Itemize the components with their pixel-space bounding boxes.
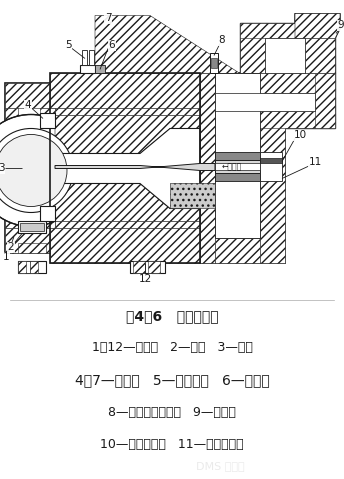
Text: 10—高温计测孔   11—芯模加热器: 10—高温计测孔 11—芯模加热器 bbox=[100, 438, 244, 451]
Polygon shape bbox=[295, 13, 340, 38]
Polygon shape bbox=[240, 23, 265, 73]
Bar bbox=[89, 50, 94, 66]
Bar bbox=[18, 262, 26, 274]
Text: 2: 2 bbox=[8, 242, 14, 252]
Bar bbox=[265, 38, 305, 73]
Polygon shape bbox=[240, 23, 335, 73]
Polygon shape bbox=[215, 160, 260, 173]
Bar bbox=[80, 66, 95, 73]
Polygon shape bbox=[215, 73, 335, 128]
Circle shape bbox=[0, 128, 73, 213]
Text: 4: 4 bbox=[25, 101, 31, 111]
Polygon shape bbox=[50, 73, 200, 108]
Bar bbox=[260, 159, 282, 163]
Bar bbox=[40, 206, 55, 221]
Polygon shape bbox=[305, 23, 335, 73]
Circle shape bbox=[0, 135, 67, 206]
Polygon shape bbox=[5, 108, 18, 228]
Polygon shape bbox=[95, 15, 240, 73]
Bar bbox=[210, 54, 218, 73]
Text: DMS 塑料网: DMS 塑料网 bbox=[196, 461, 244, 471]
Bar bbox=[215, 152, 260, 160]
Polygon shape bbox=[315, 73, 335, 128]
Text: 3: 3 bbox=[0, 163, 4, 173]
Bar bbox=[148, 262, 160, 274]
Polygon shape bbox=[200, 73, 215, 263]
Polygon shape bbox=[5, 228, 55, 253]
Text: 7: 7 bbox=[105, 13, 111, 23]
Bar bbox=[20, 224, 44, 231]
Bar bbox=[30, 262, 38, 274]
Polygon shape bbox=[55, 221, 200, 228]
Polygon shape bbox=[260, 73, 285, 263]
Text: 1，12—测温孔   2—口模   3—芯模: 1，12—测温孔 2—口模 3—芯模 bbox=[92, 342, 252, 354]
Bar bbox=[215, 93, 315, 112]
Text: 8—熔融塑料测温孔   9—连接器: 8—熔融塑料测温孔 9—连接器 bbox=[108, 406, 236, 419]
Bar bbox=[95, 66, 105, 73]
Polygon shape bbox=[215, 239, 260, 263]
Bar bbox=[215, 73, 260, 239]
Bar bbox=[215, 163, 270, 171]
Text: 11: 11 bbox=[308, 158, 322, 168]
Polygon shape bbox=[215, 73, 335, 93]
Text: 5: 5 bbox=[65, 41, 71, 50]
Text: 12: 12 bbox=[138, 274, 152, 285]
Polygon shape bbox=[295, 13, 340, 38]
Text: 9: 9 bbox=[338, 21, 344, 31]
Polygon shape bbox=[170, 183, 215, 208]
Polygon shape bbox=[55, 128, 200, 208]
Bar bbox=[215, 173, 260, 182]
Polygon shape bbox=[40, 221, 55, 228]
Text: 8: 8 bbox=[219, 35, 225, 46]
Bar bbox=[22, 262, 30, 274]
Bar bbox=[260, 152, 282, 182]
Polygon shape bbox=[240, 23, 335, 38]
Bar bbox=[82, 50, 87, 66]
Polygon shape bbox=[55, 163, 215, 171]
Circle shape bbox=[0, 114, 87, 227]
Polygon shape bbox=[215, 112, 335, 128]
Polygon shape bbox=[50, 228, 200, 263]
Bar bbox=[40, 114, 55, 128]
Bar bbox=[18, 262, 46, 274]
Bar bbox=[211, 58, 217, 68]
Text: ←空气入: ←空气入 bbox=[222, 162, 242, 171]
Bar bbox=[18, 243, 46, 253]
Polygon shape bbox=[55, 108, 200, 115]
Polygon shape bbox=[5, 83, 55, 253]
Polygon shape bbox=[40, 108, 55, 115]
Text: 4，7—电热圈   5—调节螺钉   6—机头体: 4，7—电热圈 5—调节螺钉 6—机头体 bbox=[75, 373, 269, 387]
Text: 图4－6   旁侧式机头: 图4－6 旁侧式机头 bbox=[126, 309, 218, 324]
Text: 1: 1 bbox=[3, 252, 9, 262]
Polygon shape bbox=[55, 183, 200, 221]
Bar bbox=[130, 262, 165, 274]
Polygon shape bbox=[200, 73, 285, 263]
Text: 6: 6 bbox=[109, 41, 115, 50]
Polygon shape bbox=[5, 83, 55, 108]
Bar bbox=[18, 221, 46, 233]
Bar bbox=[133, 262, 145, 274]
Text: 10: 10 bbox=[293, 130, 307, 140]
Polygon shape bbox=[55, 115, 200, 153]
